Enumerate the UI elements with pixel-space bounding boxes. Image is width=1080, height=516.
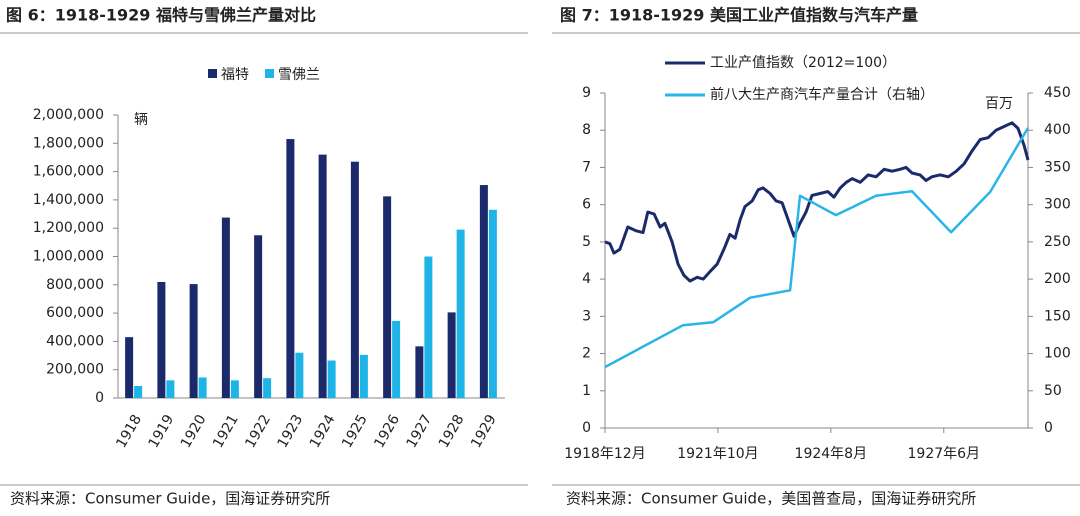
- series-line: [604, 127, 1030, 369]
- y-tick-label: 1: [582, 383, 591, 399]
- y-tick-label: 0: [582, 420, 591, 436]
- series-line: [604, 121, 1030, 283]
- chart-title: 图 7：1918-1929 美国工业产值指数与汽车产量: [560, 6, 918, 25]
- bar: [447, 312, 456, 398]
- x-tick-label: 1929: [468, 412, 500, 451]
- bar: [488, 209, 497, 398]
- bar: [166, 380, 175, 398]
- x-tick-label: 1924: [307, 412, 339, 451]
- y2-tick-label: 350: [1044, 159, 1071, 175]
- bar: [327, 360, 336, 398]
- x-tick-label: 1927年6月: [908, 446, 981, 462]
- y-tick-label: 600,000: [46, 305, 104, 321]
- x-tick-label: 1921: [210, 412, 242, 451]
- bar: [263, 378, 272, 398]
- bar: [456, 229, 465, 398]
- bar: [134, 385, 143, 398]
- x-tick-label: 1926: [371, 412, 403, 451]
- bar: [359, 354, 368, 398]
- y-tick-label: 6: [582, 197, 591, 213]
- y2-tick-label: 0: [1044, 420, 1053, 436]
- bar: [198, 377, 207, 398]
- x-tick-label: 1925: [339, 412, 371, 451]
- source: 资料来源：Consumer Guide，国海证券研究所: [10, 490, 330, 508]
- bar: [392, 320, 401, 398]
- y2-tick-label: 150: [1044, 308, 1071, 324]
- y-tick-label: 8: [582, 122, 591, 138]
- y-tick-label: 400,000: [46, 333, 104, 349]
- x-tick-label: 1927: [404, 412, 436, 451]
- y-tick-label: 3: [582, 308, 591, 324]
- x-tick-label: 1921年10月: [677, 446, 758, 462]
- bar: [189, 284, 198, 398]
- y-tick-label: 5: [582, 234, 591, 250]
- y-tick-label: 9: [582, 85, 591, 101]
- bar: [221, 217, 230, 398]
- chart-title: 图 6：1918-1929 福特与雪佛兰产量对比: [6, 6, 316, 25]
- bar: [415, 346, 424, 398]
- y2-axis-unit: 百万: [985, 96, 1013, 112]
- y-tick-label: 2: [582, 346, 591, 362]
- y2-tick-label: 300: [1044, 197, 1071, 213]
- y-tick-label: 200,000: [46, 362, 104, 378]
- bar: [254, 235, 263, 398]
- y-tick-label: 1,800,000: [33, 135, 104, 151]
- x-tick-label: 1924年8月: [795, 446, 868, 462]
- legend-label: 前八大生产商汽车产量合计（右轴）: [710, 86, 934, 103]
- y2-tick-label: 250: [1044, 234, 1071, 250]
- y-tick-label: 1,200,000: [33, 220, 104, 236]
- y-tick-label: 1,400,000: [33, 192, 104, 208]
- x-tick-label: 1928: [436, 412, 468, 451]
- legend-swatch: [208, 69, 217, 78]
- y2-tick-label: 200: [1044, 271, 1071, 287]
- bar: [318, 154, 327, 398]
- bar: [479, 185, 488, 398]
- x-tick-label: 1923: [275, 412, 307, 451]
- x-tick-label: 1918年12月: [564, 446, 645, 462]
- y-tick-label: 7: [582, 159, 591, 175]
- legend-label: 工业产值指数（2012=100）: [710, 55, 896, 71]
- bar: [350, 161, 359, 398]
- x-tick-label: 1919: [146, 412, 178, 451]
- y-tick-label: 2,000,000: [33, 107, 104, 123]
- y-tick-label: 0: [95, 390, 104, 406]
- x-tick-label: 1920: [178, 412, 210, 451]
- y-tick-label: 4: [582, 271, 591, 287]
- bar: [125, 337, 134, 398]
- bar: [424, 256, 433, 398]
- x-tick-label: 1918: [113, 412, 145, 451]
- bar: [286, 139, 295, 398]
- bar: [383, 196, 392, 398]
- bar: [230, 380, 239, 398]
- legend-swatch: [265, 69, 274, 78]
- legend-label: 福特: [221, 67, 249, 83]
- x-tick-label: 1922: [242, 412, 274, 451]
- bar: [295, 352, 304, 398]
- legend-label: 雪佛兰: [278, 67, 320, 83]
- y2-tick-label: 400: [1044, 122, 1071, 138]
- y2-tick-label: 450: [1044, 85, 1071, 101]
- y-axis-unit: 辆: [134, 112, 148, 128]
- y2-tick-label: 50: [1044, 383, 1062, 399]
- y-tick-label: 1,600,000: [33, 164, 104, 180]
- y-tick-label: 1,000,000: [33, 249, 104, 265]
- source: 资料来源：Consumer Guide，美国普查局，国海证券研究所: [566, 490, 976, 508]
- y-tick-label: 800,000: [46, 277, 104, 293]
- y2-tick-label: 100: [1044, 346, 1071, 362]
- bar: [157, 281, 166, 398]
